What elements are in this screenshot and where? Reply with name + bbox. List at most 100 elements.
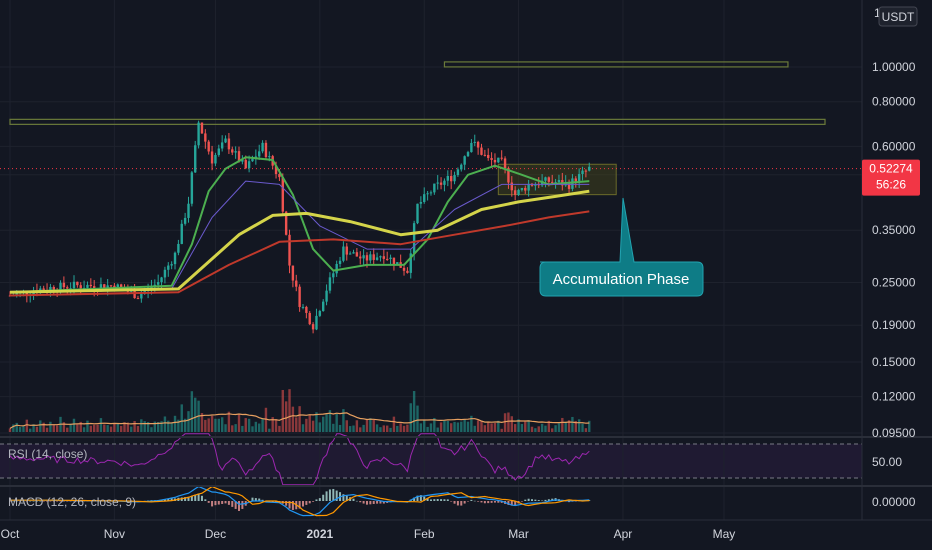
rsi-pane-band (0, 444, 862, 478)
macd-histogram-bar (305, 501, 308, 505)
volume-bar (369, 418, 372, 432)
volume-bar (406, 424, 409, 432)
macd-histogram-bar (66, 501, 69, 502)
macd-histogram-bar (416, 495, 419, 501)
time-tick-label: Oct (1, 527, 20, 541)
candle-body (308, 312, 311, 325)
volume-bar (92, 424, 96, 432)
candle-body (507, 168, 510, 183)
candle-body (214, 154, 217, 164)
candle-body (204, 133, 207, 142)
candle-body (480, 147, 483, 155)
currency-badge[interactable]: USDT (878, 6, 918, 27)
candle-body (318, 311, 322, 316)
macd-histogram-bar (278, 501, 281, 502)
candle-body (409, 253, 412, 273)
macd-histogram-bar (376, 501, 379, 504)
candle-body (173, 252, 177, 265)
price-axis[interactable]: 1.000000.800000.600000.500000.350000.250… (872, 60, 916, 440)
signal-line (10, 485, 590, 517)
candle-body (311, 324, 315, 330)
candle-body (520, 187, 524, 190)
candle-body (463, 156, 466, 165)
macd-histogram-bar (15, 501, 18, 502)
candle-body (241, 159, 244, 162)
candle-body (187, 203, 190, 218)
volume-bar (588, 420, 591, 432)
volume-bar (409, 403, 412, 432)
macd-histogram-bar (470, 499, 473, 501)
volume-bar (466, 421, 470, 432)
candle-body (503, 158, 507, 169)
macd-histogram-bar (318, 498, 321, 501)
price-tick-label: 0.19000 (872, 318, 916, 332)
macd-histogram-bar (29, 501, 32, 502)
macd-histogram-bar (537, 500, 540, 501)
macd-histogram-bar (197, 493, 200, 501)
grid (0, 0, 862, 520)
volume-bar (42, 422, 45, 432)
candle-body (365, 255, 369, 261)
volume-bar (153, 421, 157, 432)
volume-bar (436, 427, 439, 432)
volume-bar (396, 425, 399, 432)
macd-histogram-bar (456, 501, 459, 506)
volume-bar (274, 419, 278, 432)
candle-body (342, 246, 345, 261)
macd-histogram-bar (433, 499, 436, 501)
volume-bar (69, 423, 72, 432)
volume-bar (170, 422, 173, 432)
volume-bar (284, 401, 288, 432)
candle-body (89, 284, 93, 287)
macd-histogram-bar (19, 501, 22, 502)
volume-bar (123, 422, 126, 432)
candle-body (247, 161, 251, 169)
volume-bar (150, 427, 153, 432)
candle-body (544, 177, 547, 181)
macd-legend[interactable]: MACD (12, 26, close, 9) (8, 495, 136, 509)
volume-bar (561, 417, 564, 432)
volume-bar (372, 419, 375, 432)
volume-bar (278, 425, 281, 432)
volume-bar (476, 420, 480, 432)
accumulation-callout[interactable]: Accumulation Phase (539, 197, 704, 297)
time-tick-label: Feb (414, 527, 435, 541)
candle-body (69, 288, 72, 290)
candle-body (119, 284, 123, 288)
volume-bar (402, 425, 406, 432)
volume-bar (187, 411, 190, 432)
candle-body (109, 285, 113, 287)
volume-bar (433, 417, 436, 432)
price-tag: 0.52274 56:26 (862, 159, 920, 196)
candle-body (348, 253, 352, 255)
macd-histogram-bar (365, 501, 368, 505)
candle-body (359, 256, 362, 259)
macd-histogram-bar (224, 501, 227, 504)
moving-average-line-1 (9, 156, 590, 294)
macd-plot (9, 485, 591, 517)
candle-body (136, 298, 140, 300)
volume-bar (45, 427, 49, 432)
macd-histogram-bar (355, 500, 358, 502)
candle-body (261, 142, 264, 152)
candle-body (220, 142, 224, 149)
candle-body (15, 293, 18, 296)
rsi-legend[interactable]: RSI (14, close) (8, 447, 87, 461)
volume-bar (318, 422, 322, 432)
volume-bar (453, 421, 456, 432)
time-axis[interactable]: Oct Nov Dec 2021 Feb Mar Apr May (1, 527, 736, 541)
volume-bar (322, 416, 325, 432)
macd-histogram-bar (345, 495, 348, 501)
macd-histogram-bar (9, 501, 11, 502)
macd-histogram-bar (520, 501, 523, 502)
macd-histogram-bar (335, 490, 338, 501)
time-tick-label: Nov (104, 527, 125, 541)
candle-body (284, 211, 288, 235)
macd-histogram-bar (322, 494, 325, 501)
macd-histogram-bar (426, 498, 429, 501)
macd-histogram-bar (288, 501, 291, 509)
candle-body (335, 263, 338, 274)
macd-histogram-bar (207, 501, 210, 503)
volume-bar (35, 426, 39, 432)
